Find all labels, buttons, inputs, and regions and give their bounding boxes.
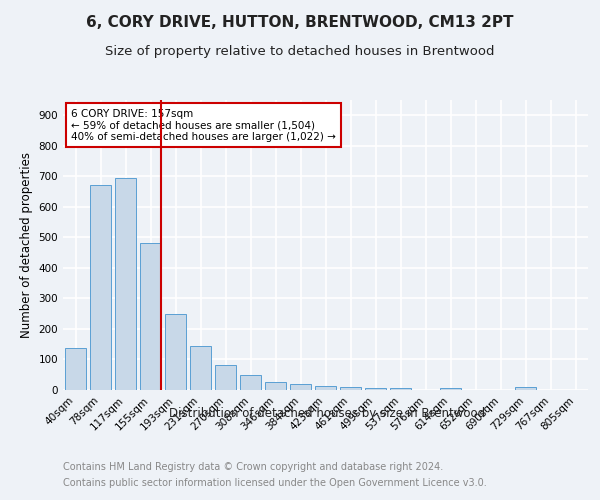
Bar (240, 374, 261, 390)
Bar (290, 384, 311, 390)
Text: Distribution of detached houses by size in Brentwood: Distribution of detached houses by size … (169, 408, 485, 420)
Bar (390, 388, 411, 390)
Text: 6, CORY DRIVE, HUTTON, BRENTWOOD, CM13 2PT: 6, CORY DRIVE, HUTTON, BRENTWOOD, CM13 2… (86, 15, 514, 30)
Y-axis label: Number of detached properties: Number of detached properties (20, 152, 33, 338)
Bar (365, 388, 386, 390)
Text: Size of property relative to detached houses in Brentwood: Size of property relative to detached ho… (105, 45, 495, 58)
Text: 6 CORY DRIVE: 157sqm
← 59% of detached houses are smaller (1,504)
40% of semi-de: 6 CORY DRIVE: 157sqm ← 59% of detached h… (71, 108, 336, 142)
Text: Contains HM Land Registry data © Crown copyright and database right 2024.: Contains HM Land Registry data © Crown c… (63, 462, 443, 472)
Bar (440, 388, 461, 390)
Bar (340, 387, 361, 390)
Bar (65, 348, 86, 390)
Bar (140, 242, 161, 390)
Bar (265, 382, 286, 390)
Bar (90, 186, 111, 390)
Text: Contains public sector information licensed under the Open Government Licence v3: Contains public sector information licen… (63, 478, 487, 488)
Bar (515, 387, 536, 390)
Bar (115, 178, 136, 390)
Bar (165, 314, 186, 390)
Bar (190, 346, 211, 390)
Bar (215, 365, 236, 390)
Bar (315, 386, 336, 390)
